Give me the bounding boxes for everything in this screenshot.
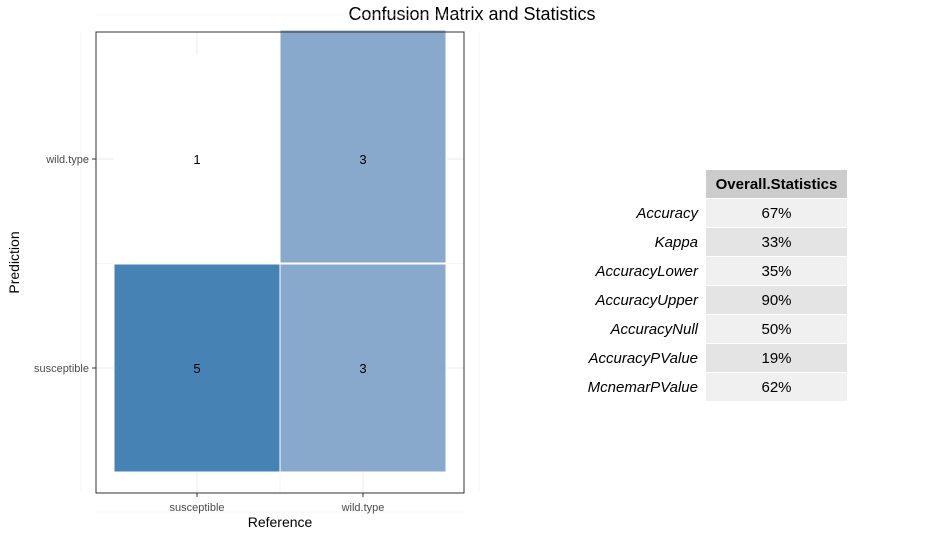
stat-value: 50% xyxy=(706,314,847,344)
stat-value: 90% xyxy=(706,285,847,315)
stats-corner xyxy=(560,170,706,199)
confusion-matrix-chart: 1 3 5 3 susceptible wild.type susceptible wild… xyxy=(6,14,480,530)
stats-row: AccuracyPValue 19% xyxy=(560,343,847,373)
page-title: Confusion Matrix and Statistics xyxy=(348,4,596,24)
matrix-cells: 1 3 5 3 xyxy=(113,29,447,473)
stats-header: Overall.Statistics xyxy=(706,170,847,199)
y-tick-label: susceptible xyxy=(34,363,89,375)
stats-row: AccuracyNull 50% xyxy=(560,314,847,344)
cell-count-label: 3 xyxy=(359,361,366,376)
x-axis-title: Reference xyxy=(248,514,313,530)
x-tick-label: wild.type xyxy=(341,502,385,514)
stat-value: 33% xyxy=(706,227,847,257)
x-tick-label: susceptible xyxy=(169,502,224,514)
stats-row: AccuracyUpper 90% xyxy=(560,285,847,315)
cell-count-label: 5 xyxy=(193,361,200,376)
stats-row: Accuracy 67% xyxy=(560,198,847,228)
stat-value: 67% xyxy=(706,198,847,228)
stat-name: AccuracyLower xyxy=(595,262,698,280)
stat-name: AccuracyUpper xyxy=(595,291,698,309)
matrix-cell xyxy=(279,263,447,473)
stats-row: AccuracyLower 35% xyxy=(560,256,847,286)
stat-value: 62% xyxy=(706,372,847,402)
cell-count-label: 1 xyxy=(193,152,200,167)
stats-row: Kappa 33% xyxy=(560,227,847,257)
y-axis-title: Prediction xyxy=(6,231,22,293)
stat-value: 35% xyxy=(706,256,847,286)
overall-statistics-table: Overall.Statistics Accuracy 67% Kappa 33% Ac… xyxy=(560,170,847,402)
stat-name: Kappa xyxy=(654,233,698,251)
stat-name: AccuracyPValue xyxy=(588,349,699,367)
matrix-cell xyxy=(113,54,281,264)
stats-row: McnemarPValue 62% xyxy=(560,372,847,402)
stat-name: AccuracyNull xyxy=(610,320,698,338)
y-tick-label: wild.type xyxy=(45,154,89,166)
stat-name: Accuracy xyxy=(636,204,698,222)
cell-count-label: 3 xyxy=(359,152,366,167)
matrix-cell xyxy=(113,263,281,473)
panel-border xyxy=(95,31,465,494)
axes: susceptible wild.type susceptible wild.type… xyxy=(6,154,384,530)
stat-value: 19% xyxy=(706,343,847,373)
stat-name: McnemarPValue xyxy=(587,378,698,396)
matrix-cell xyxy=(279,29,447,264)
